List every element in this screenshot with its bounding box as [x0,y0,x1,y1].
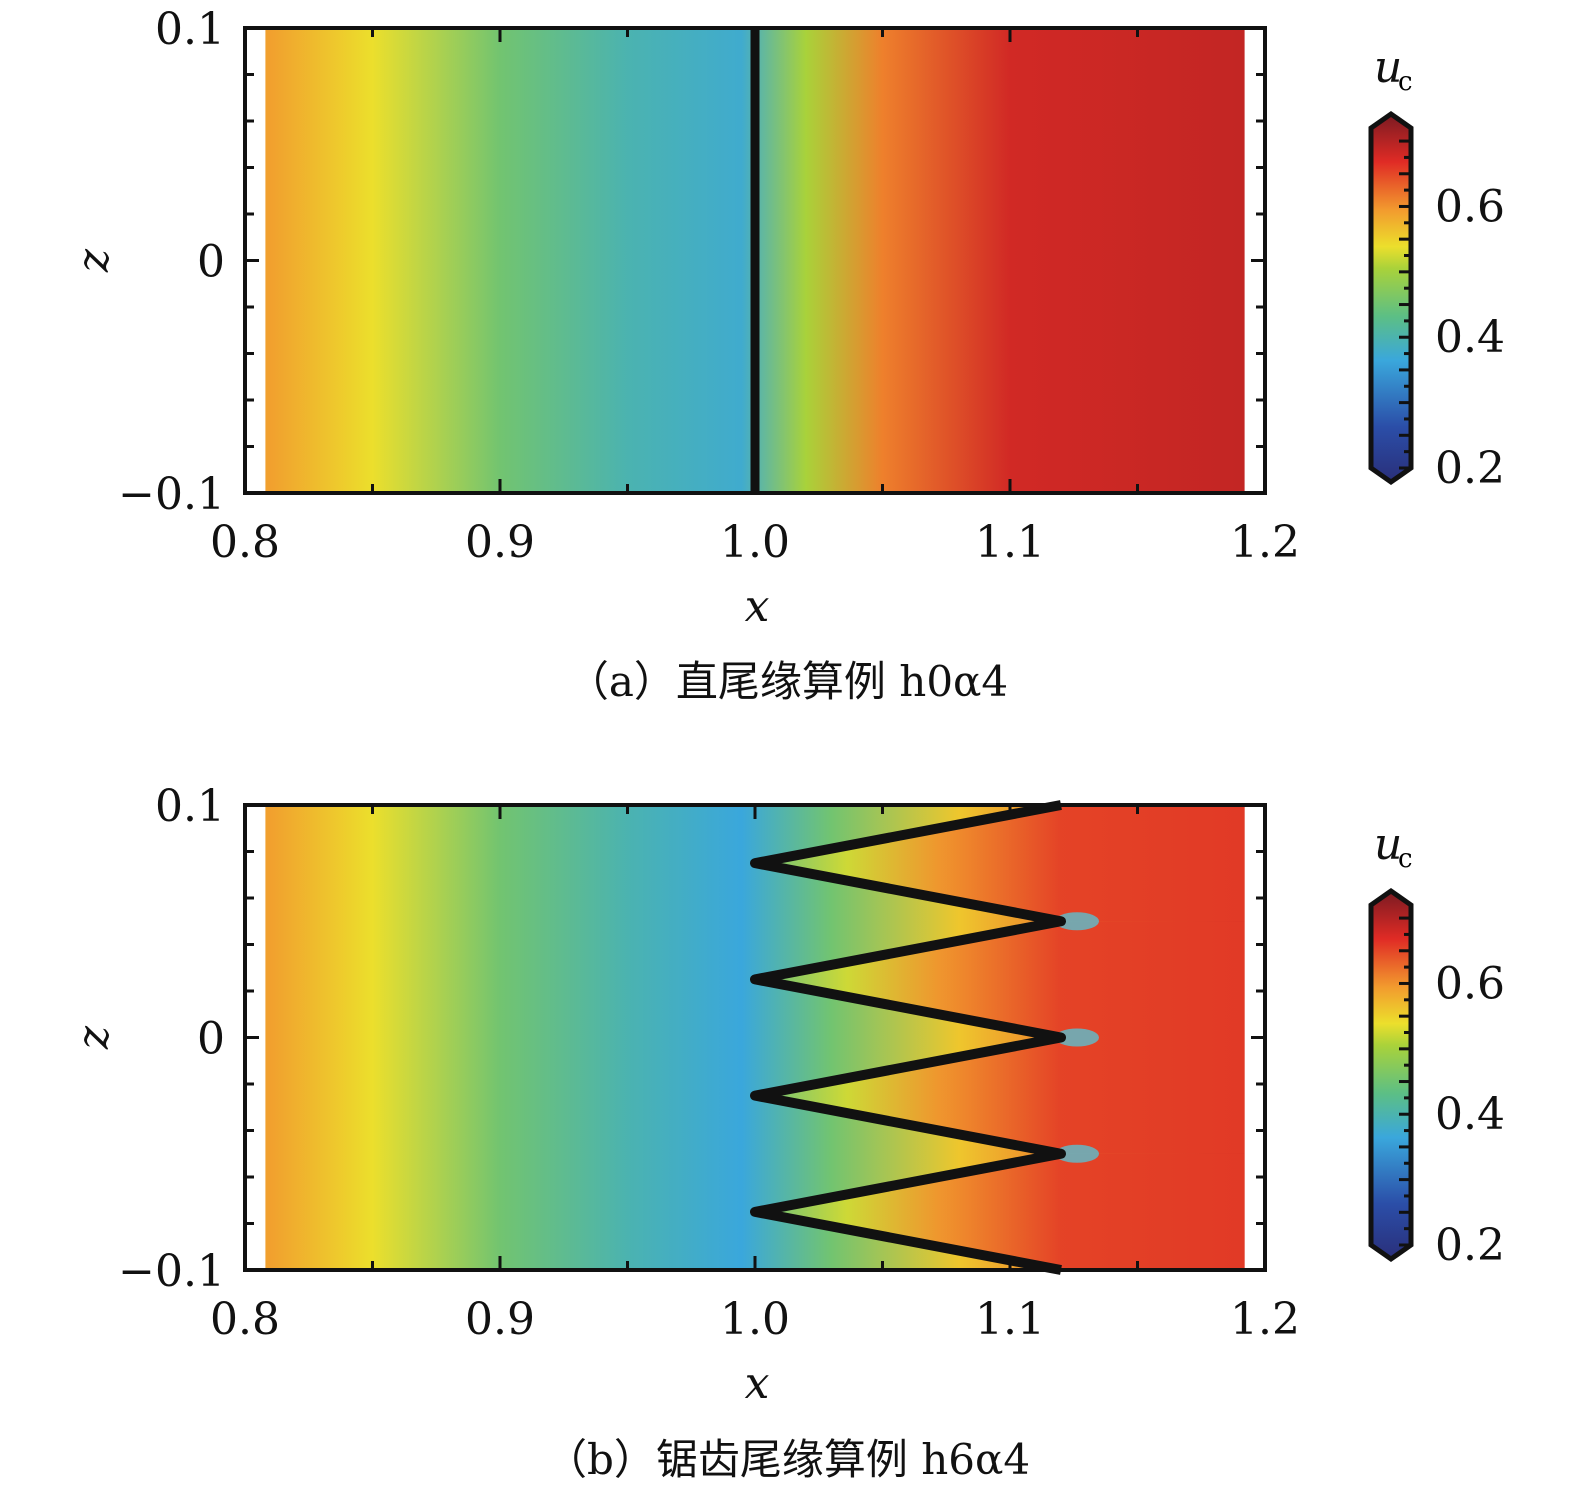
caption-b: （b）锯齿尾缘算例 h6α4 [544,1435,1031,1484]
x-tick-label: 1.1 [975,517,1045,568]
inter-tooth-region [755,1037,1245,1154]
colorbar-label-subscript: c [1398,844,1413,874]
z-tick-label: 0 [197,1014,225,1065]
x-tick-label: 1.1 [975,1294,1045,1345]
z-tick-label: −0.1 [118,1246,225,1297]
serrated-trailing-edge [750,800,1066,1275]
colorbar-tick-label: 0.4 [1435,1089,1505,1140]
tip-wake-spot [1055,1028,1099,1047]
colorbar-label-subscript: c [1398,67,1413,97]
tip-wake-spot [1055,912,1099,931]
colorbar-label: u [1374,42,1402,93]
z-tick-label: 0 [197,237,225,288]
colorbar-tick-label: 0.6 [1435,958,1505,1009]
colorbar-tick-label: 0.2 [1435,1220,1505,1271]
caption-a: （a）直尾缘算例 h0α4 [566,657,1009,706]
x-tick-label: 1.2 [1230,517,1300,568]
x-tick-label: 1.0 [720,1294,790,1345]
colorbar [1368,887,1414,1263]
z-axis-label: z [68,1025,119,1050]
colorbar-tick-label: 0.6 [1435,181,1505,232]
x-tick-label: 0.9 [465,517,535,568]
x-tick-label: 0.8 [210,1294,280,1345]
panel-a: 0.8 0.9 1.0 1.1 1.2 −0.1 0 0.1 x z 0.2 0.4 0.6 uc [68,4,1505,632]
panel-b: 0.8 0.9 1.0 1.1 1.2 −0.1 0 0.1 x z 0.2 0.4 0.6 uc [68,781,1505,1409]
x-tick-label: 0.9 [465,1294,535,1345]
colorbar-tick-label: 0.4 [1435,312,1505,363]
inter-tooth-region [755,921,1245,1038]
z-tick-label: 0.1 [155,4,225,55]
tip-wake-spot [1055,1144,1099,1163]
inter-tooth-region [755,1153,1245,1270]
x-tick-label: 1.0 [720,517,790,568]
x-axis-label: x [745,581,770,632]
colorbar-label: u [1374,819,1402,870]
z-axis-label: z [68,248,119,273]
z-tick-label: 0.1 [155,781,225,832]
colorbar [1368,110,1414,486]
x-tick-label: 1.2 [1230,1294,1300,1345]
colorbar-tick-label: 0.2 [1435,443,1505,494]
x-tick-label: 0.8 [210,517,280,568]
x-axis-label: x [745,1358,770,1409]
inter-tooth-region [755,805,1245,922]
z-tick-label: −0.1 [118,469,225,520]
